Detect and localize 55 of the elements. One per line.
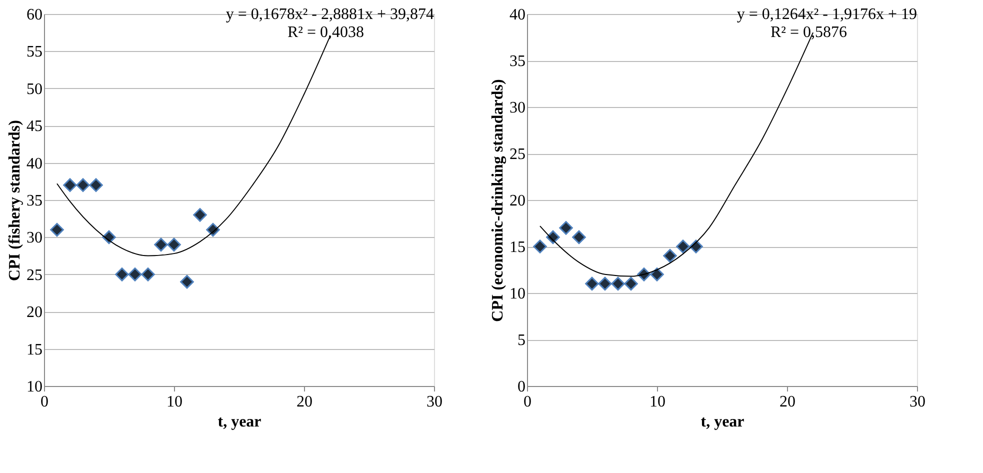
x-tick-label: 20 xyxy=(780,394,796,410)
y-tick-label: 60 xyxy=(26,6,42,24)
y-tick-label: 35 xyxy=(26,192,42,210)
point xyxy=(585,276,599,291)
x-tick-label: 30 xyxy=(910,394,926,410)
point xyxy=(115,268,129,282)
point xyxy=(154,238,168,252)
y-tick-label: 30 xyxy=(26,230,42,247)
point xyxy=(141,268,155,282)
y-tick-label: 25 xyxy=(26,266,42,284)
y-tick-label: 30 xyxy=(510,100,526,116)
point xyxy=(663,248,677,263)
point xyxy=(598,276,612,291)
point xyxy=(559,221,573,235)
x-tick-label: 10 xyxy=(650,394,666,410)
y-tick-label: 25 xyxy=(510,146,526,163)
annotation: y = 0,1678x² - 2,8881x + 39,874 xyxy=(226,6,434,23)
x-axis-title: t, year xyxy=(218,414,262,430)
annotation: y = 0,1264x² - 1,9176x + 19 xyxy=(736,6,917,23)
y-tick-label: 10 xyxy=(510,286,526,302)
y-tick-label: 50 xyxy=(26,80,42,98)
point xyxy=(676,240,690,254)
point xyxy=(128,268,142,282)
point xyxy=(50,222,64,237)
y-tick-label: 15 xyxy=(510,239,526,256)
point xyxy=(89,178,103,192)
x-tick-label: 10 xyxy=(166,394,182,410)
y-tick-label: 40 xyxy=(510,6,526,24)
point xyxy=(193,208,207,222)
annotation: R² = 0,5876 xyxy=(770,24,847,41)
y-axis-title: CPI (fishery standards) xyxy=(6,120,24,281)
x-tick-label: 20 xyxy=(296,394,312,410)
point xyxy=(533,240,547,254)
point xyxy=(611,276,625,291)
point xyxy=(167,238,181,252)
y-tick-label: 35 xyxy=(510,53,526,70)
y-tick-label: 0 xyxy=(518,378,526,396)
annotation: R² = 0,4038 xyxy=(288,24,364,41)
y-tick-label: 20 xyxy=(510,192,526,210)
point xyxy=(180,274,194,289)
y-tick-label: 20 xyxy=(26,304,42,322)
point xyxy=(76,178,90,192)
point xyxy=(63,178,77,192)
y-tick-label: 55 xyxy=(26,44,42,61)
y-axis-title: CPI (economic-drinking standards) xyxy=(490,79,506,322)
y-tick-label: 40 xyxy=(26,155,42,172)
y-tick-label: 15 xyxy=(26,341,42,358)
point xyxy=(572,230,586,244)
y-tick-label: 10 xyxy=(26,378,42,396)
y-tick-label: 5 xyxy=(518,332,526,349)
x-tick-label: 30 xyxy=(426,394,442,410)
x-axis-title: t, year xyxy=(700,414,744,430)
y-tick-label: 45 xyxy=(26,118,42,136)
point xyxy=(624,276,638,291)
point xyxy=(650,268,664,282)
